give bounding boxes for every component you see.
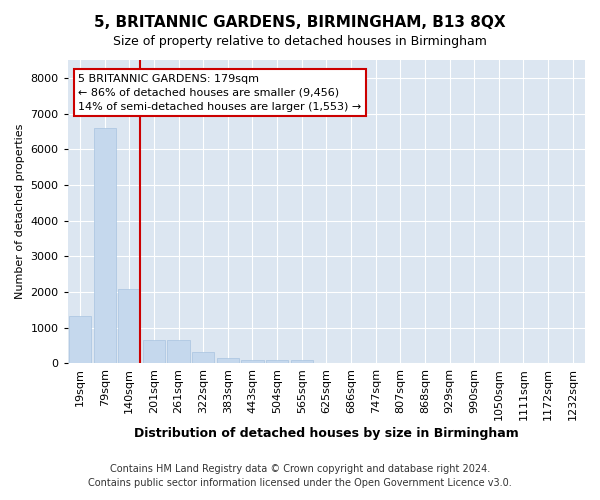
Bar	[94, 128, 116, 363]
Bar	[217, 358, 239, 363]
Bar	[118, 288, 140, 363]
X-axis label: Distribution of detached houses by size in Birmingham: Distribution of detached houses by size …	[134, 427, 519, 440]
Bar	[143, 340, 165, 363]
Y-axis label: Number of detached properties: Number of detached properties	[15, 124, 25, 300]
Text: Contains HM Land Registry data © Crown copyright and database right 2024.
Contai: Contains HM Land Registry data © Crown c…	[88, 464, 512, 487]
Bar	[167, 340, 190, 363]
Bar	[69, 316, 91, 363]
Text: 5, BRITANNIC GARDENS, BIRMINGHAM, B13 8QX: 5, BRITANNIC GARDENS, BIRMINGHAM, B13 8Q…	[94, 15, 506, 30]
Bar	[266, 360, 288, 363]
Bar	[192, 352, 214, 363]
Bar	[290, 360, 313, 363]
Bar	[241, 360, 263, 363]
Text: 5 BRITANNIC GARDENS: 179sqm
← 86% of detached houses are smaller (9,456)
14% of : 5 BRITANNIC GARDENS: 179sqm ← 86% of det…	[78, 74, 361, 112]
Text: Size of property relative to detached houses in Birmingham: Size of property relative to detached ho…	[113, 35, 487, 48]
